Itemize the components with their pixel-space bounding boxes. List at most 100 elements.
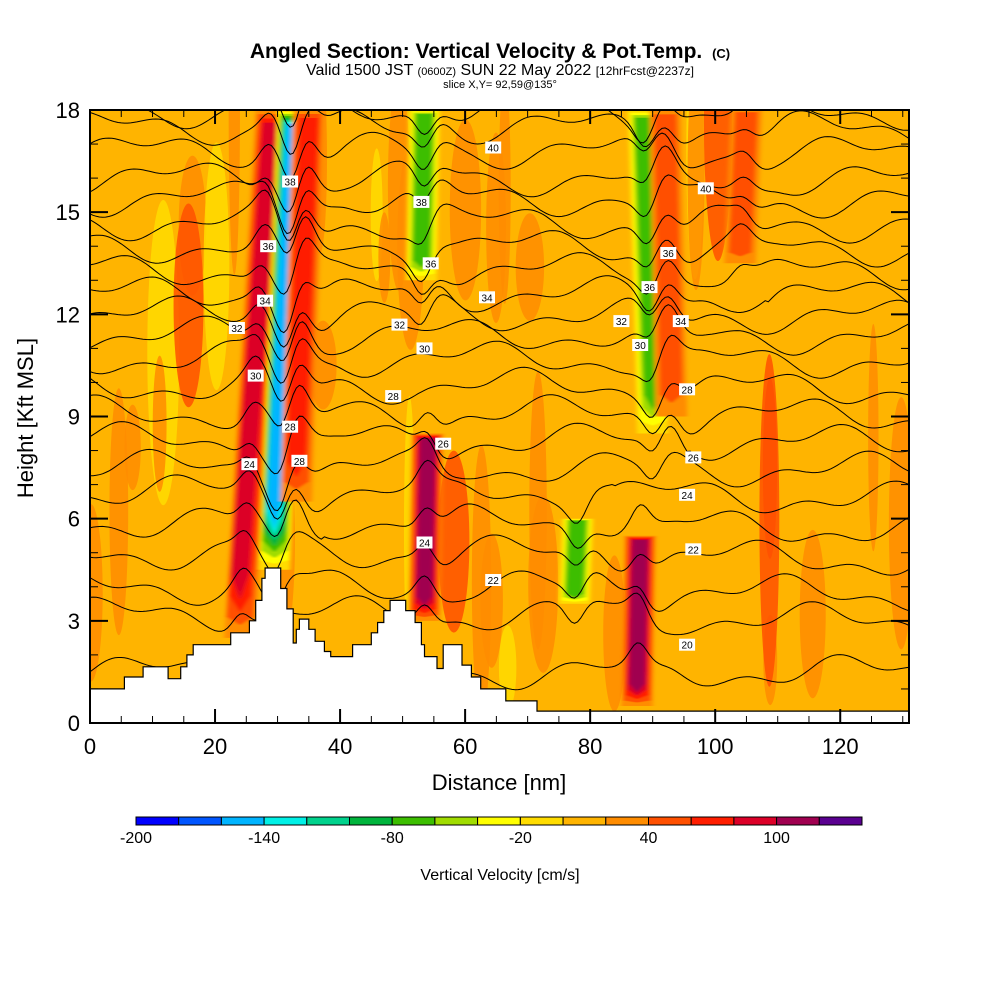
contour-label: 32 [228,322,245,335]
theta-contour-line [90,110,909,155]
colorbar-tick-labels: -200 -140 -80 -20 40 100 [120,830,790,847]
theta-contour-line [90,131,909,180]
contour-label: 22 [485,574,502,587]
plume-band [565,520,587,598]
axis-ticks [89,109,909,724]
contour-label: 34 [672,315,689,328]
velocity-patch [438,450,470,633]
theta-contour-line [90,304,909,362]
contour-label: 28 [679,383,696,396]
contour-label-text: 30 [250,372,262,383]
x-tick-label: 60 [453,734,477,759]
colorbar-segment [263,816,308,826]
contour-label: 36 [422,257,439,270]
plume-band [629,540,649,693]
contour-label: 38 [413,195,430,209]
contour-label-box [391,318,408,331]
colorbar-segment [349,816,393,826]
plume-band [728,112,758,257]
contour-label: 32 [391,318,408,332]
contour-label: 38 [282,175,299,189]
contour-label-text: 34 [260,297,272,308]
colorbar-segment [434,816,479,826]
contour-label-text: 26 [688,453,700,464]
theta-contour-line [90,237,909,295]
theta-contour-line [90,216,909,283]
contour-label-text: 20 [682,641,694,652]
velocity-patch [687,110,705,291]
velocity-patch [868,323,879,552]
contour-label-box [413,195,430,208]
contour-label-text: 32 [394,321,406,332]
theta-contour-line [90,294,909,348]
colorbar-segment [477,816,521,826]
contour-label-text: 24 [682,491,694,502]
plume-band [286,118,319,478]
contour-label-text: 28 [285,423,297,434]
velocity-plumes [224,110,763,706]
contour-label-text: 34 [481,293,493,304]
velocity-patch [449,119,482,301]
contour-label: 22 [685,543,702,556]
contour-label-box [679,383,696,396]
contour-label-box [485,141,502,154]
slice-info: slice X,Y= 92,59@135° [443,79,557,91]
contour-label-box [260,240,277,253]
contour-label: 28 [291,454,308,468]
contour-label-text: 36 [263,242,275,253]
contour-label: 30 [632,339,649,352]
contour-label-box [672,315,689,328]
contour-label-box [416,536,433,549]
plot-area: 38 36 34 32 30 28 28 24 38 36 32 30 28 26 24 22 40 34 40 36… [90,110,909,723]
contour-label: 36 [641,281,658,294]
contour-label-text: 24 [244,460,256,471]
contour-label: 20 [679,638,696,652]
contour-label: 26 [435,437,452,451]
theta-contour-line [90,529,909,576]
contour-label-box [685,543,702,556]
contour-label: 26 [685,451,702,464]
y-tick-label: 12 [56,302,80,327]
theta-contour-line [90,437,909,512]
figure-title: Angled Section: Vertical Velocity & Pot.… [250,40,730,63]
theta-contour-line [90,499,909,549]
contour-label: 34 [479,291,495,304]
contour-label-text: 36 [425,259,437,270]
velocity-patch [486,132,506,324]
y-tick-label: 0 [68,711,80,736]
contour-label-box [422,257,439,270]
contour-label-box [679,638,696,651]
contour-label-box [241,458,258,471]
colorbar-label: Vertical Velocity [cm/s] [420,867,579,884]
y-tick-label: 9 [68,405,80,430]
velocity-patch [528,494,559,673]
velocity-patch [471,445,492,719]
contour-label-box [435,437,452,450]
contour-label: 30 [416,342,433,355]
contour-label-text: 22 [688,545,700,556]
contour-label: 28 [282,420,299,434]
contour-label-text: 30 [635,341,647,352]
contour-label-box [632,339,649,351]
plume-band [412,114,434,269]
colorbar-segment [178,816,222,826]
contour-label-box [479,291,495,304]
x-tick-label: 120 [822,734,859,759]
contour-label-text: 36 [663,249,675,260]
velocity-patch [703,110,733,261]
colorbar-tick-label: -80 [381,830,404,847]
x-tick-label: 80 [578,734,602,759]
contour-label-text: 28 [388,392,400,403]
contour-label-box [385,390,402,403]
colorbar-segment [818,816,863,826]
contour-label-box [685,451,702,464]
contour-label-text: 40 [700,184,712,195]
colorbar-segment [690,816,735,826]
contour-label-text: 38 [285,178,297,189]
colorbar-segment [776,816,820,826]
colorbar-segment [391,816,436,826]
colorbar [135,816,863,826]
theta-contour-line [90,334,909,384]
contour-label-box [613,315,630,328]
